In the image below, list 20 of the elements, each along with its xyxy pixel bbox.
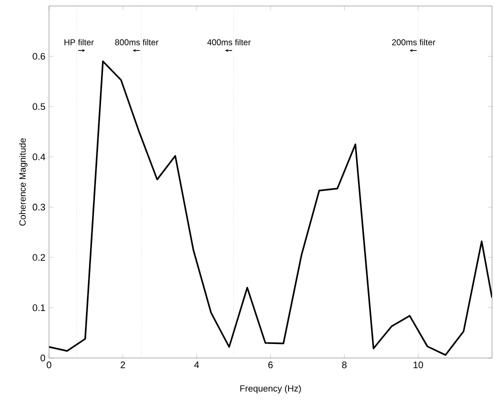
- x-tick-label: 8: [342, 362, 347, 368]
- ref-line-label: HP filter: [64, 39, 94, 46]
- y-tick-label: 0.2: [32, 254, 46, 261]
- y-tick-label: 0.1: [32, 304, 46, 312]
- x-tick-label: 6: [268, 362, 273, 368]
- y-tick-label: 0.3: [32, 204, 46, 210]
- x-tick-label: 2: [120, 362, 125, 368]
- y-tick-label: 0: [40, 354, 46, 362]
- x-tick-label: 0: [46, 362, 52, 368]
- y-tick-label: 0.4: [32, 154, 46, 160]
- ref-line-label: 400ms filter: [207, 39, 251, 46]
- ref-line-label: 800ms filter: [115, 39, 158, 46]
- y-tick-label: 0.5: [32, 103, 46, 110]
- x-tick-label: 10: [414, 362, 424, 368]
- y-axis-title: Coherence Magnitude: [19, 138, 28, 226]
- y-tick-label: 0.6: [32, 52, 46, 60]
- x-axis-title: Frequency (Hz): [240, 385, 301, 394]
- ref-line-label: 200ms filter: [392, 39, 436, 46]
- line-series: [49, 60, 492, 356]
- x-tick-label: 4: [194, 362, 200, 368]
